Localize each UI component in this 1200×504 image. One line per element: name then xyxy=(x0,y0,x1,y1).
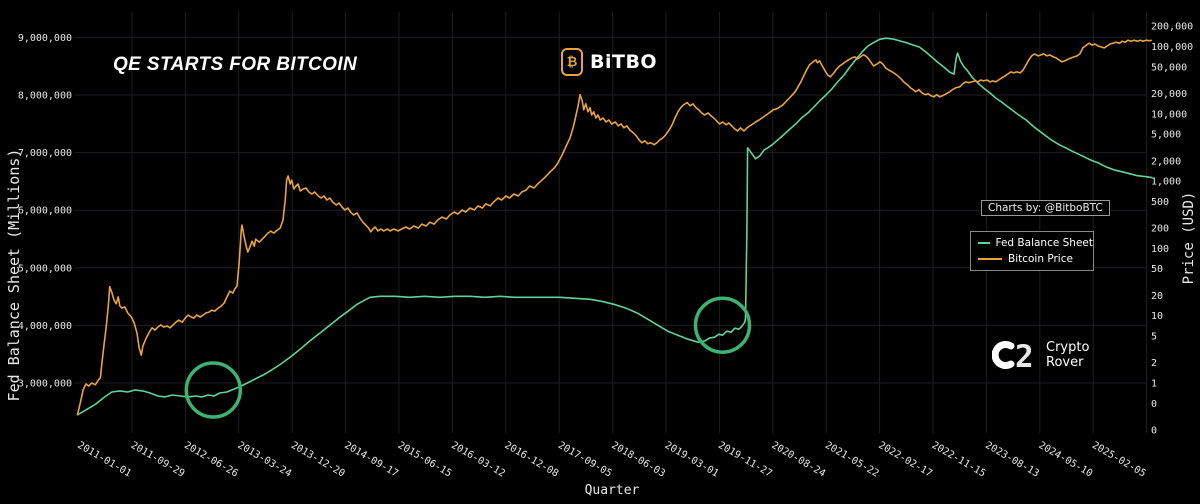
qe-highlight-circle xyxy=(693,296,752,354)
left-axis-title: Fed Balance Sheet (Millions) xyxy=(5,148,23,402)
left-axis-tick-label: 4,000,000 xyxy=(18,321,72,332)
right-axis-tick-label: 2 xyxy=(1151,358,1157,369)
x-axis-tick-labels: 2011-01-012011-09-292012-06-262013-03-24… xyxy=(75,440,1147,480)
right-axis-tick-label: 100,000 xyxy=(1151,42,1193,53)
annotation-circles xyxy=(184,296,752,419)
right-axis-tick-label: 10 xyxy=(1151,311,1163,322)
right-axis-tick-label: 20,000 xyxy=(1151,89,1187,100)
x-axis-tick-label: 2023-08-13 xyxy=(983,440,1041,480)
attribution-badge: Charts by: @BitboBTC xyxy=(981,200,1110,216)
x-axis-tick-label: 2022-11-15 xyxy=(930,440,988,480)
series-lines xyxy=(76,37,1153,416)
x-axis-tick-label: 2013-03-24 xyxy=(236,440,294,480)
crypto-rover-cr-icon: 2 xyxy=(992,339,1034,372)
legend: Fed Balance Sheet Bitcoin Price xyxy=(970,231,1094,271)
left-axis-tick-label: 8,000,000 xyxy=(18,91,72,102)
right-axis-tick-label: 2,000 xyxy=(1151,156,1181,167)
gridlines xyxy=(75,12,1148,433)
x-axis-tick-label: 2025-02-05 xyxy=(1090,440,1148,480)
btc-line-swatch xyxy=(978,258,1002,260)
bitbo-logo: ₿ BiTBO xyxy=(561,48,657,76)
right-axis-tick-label: 1 xyxy=(1151,379,1157,390)
right-axis-tick-label: 0 xyxy=(1151,426,1157,437)
right-axis-tick-label: 20 xyxy=(1151,291,1163,302)
left-axis-tick-label: 5,000,000 xyxy=(18,263,72,274)
x-axis-tick-label: 2020-08-24 xyxy=(770,440,828,480)
left-axis-tick-label: 7,000,000 xyxy=(18,148,72,159)
right-axis-tick-label: 50,000 xyxy=(1151,62,1187,73)
x-axis-tick-label: 2014-09-17 xyxy=(342,440,400,480)
bitcoin-b-icon: ₿ xyxy=(561,48,583,76)
right-axis-tick-label: 1,000 xyxy=(1151,177,1181,188)
x-axis-tick-label: 2017-09-05 xyxy=(556,440,614,480)
left-axis-tick-labels: 9,000,000 8,000,000 7,000,000 6,000,000 5,00… xyxy=(18,33,72,390)
legend-item-bitcoin-price: Bitcoin Price xyxy=(978,253,1093,265)
left-axis-tick-label: 9,000,000 xyxy=(18,33,72,44)
x-axis-tick-label: 2015-06-15 xyxy=(396,440,454,480)
bitbo-logo-text: BiTBO xyxy=(590,51,658,73)
right-axis-tick-labels: 200,000 100,000 50,000 20,000 10,000 5,000 2,0… xyxy=(1151,22,1193,437)
right-axis-tick-label: 500 xyxy=(1151,197,1169,208)
svg-text:2: 2 xyxy=(1015,339,1034,372)
right-axis-tick-label: 10,000 xyxy=(1151,109,1187,120)
x-axis-tick-label: 2013-12-20 xyxy=(289,440,347,480)
x-axis-tick-label: 2019-03-01 xyxy=(663,440,721,480)
legend-label: Fed Balance Sheet xyxy=(995,237,1094,249)
x-axis-tick-label: 2024-05-10 xyxy=(1037,440,1095,480)
x-axis-tick-label: 2016-03-12 xyxy=(449,440,507,480)
x-axis-tick-label: 2016-12-08 xyxy=(503,440,561,480)
x-axis-tick-label: 2021-05-22 xyxy=(823,440,881,480)
left-axis-tick-label: 3,000,000 xyxy=(18,379,72,390)
crypto-rover-text: Crypto Rover xyxy=(1046,340,1090,370)
right-axis-tick-label: 0 xyxy=(1151,399,1157,410)
legend-label: Bitcoin Price xyxy=(1008,253,1073,265)
fed-line-swatch xyxy=(978,242,990,244)
right-axis-title: Price (USD) xyxy=(1181,191,1197,285)
series-line-bitcoin-price xyxy=(76,39,1152,416)
left-axis-tick-label: 6,000,000 xyxy=(18,206,72,217)
chart-title: QE STARTS FOR BITCOIN xyxy=(113,54,358,75)
right-axis-tick-label: 50 xyxy=(1151,264,1163,275)
qe-highlight-circle xyxy=(184,361,243,419)
x-axis-tick-label: 2022-02-17 xyxy=(876,440,934,480)
legend-item-fed-balance-sheet: Fed Balance Sheet xyxy=(978,237,1093,249)
right-axis-tick-label: 200,000 xyxy=(1151,22,1193,33)
x-axis-tick-label: 2012-06-26 xyxy=(182,440,240,480)
x-axis-tick-label: 2011-09-29 xyxy=(129,440,187,480)
right-axis-tick-label: 200 xyxy=(1151,224,1169,235)
crypto-rover-watermark: 2 Crypto Rover xyxy=(992,338,1089,372)
x-axis-title: Quarter xyxy=(585,483,640,498)
x-axis-tick-label: 2018-06-03 xyxy=(609,440,667,480)
right-axis-tick-label: 5 xyxy=(1151,332,1157,343)
x-axis-tick-label: 2011-01-01 xyxy=(75,440,133,480)
right-axis-tick-label: 100 xyxy=(1151,244,1169,255)
series-line-fed-balance-sheet xyxy=(76,37,1153,416)
x-axis-tick-label: 2019-11-27 xyxy=(716,440,774,480)
right-axis-tick-label: 5,000 xyxy=(1151,130,1181,141)
